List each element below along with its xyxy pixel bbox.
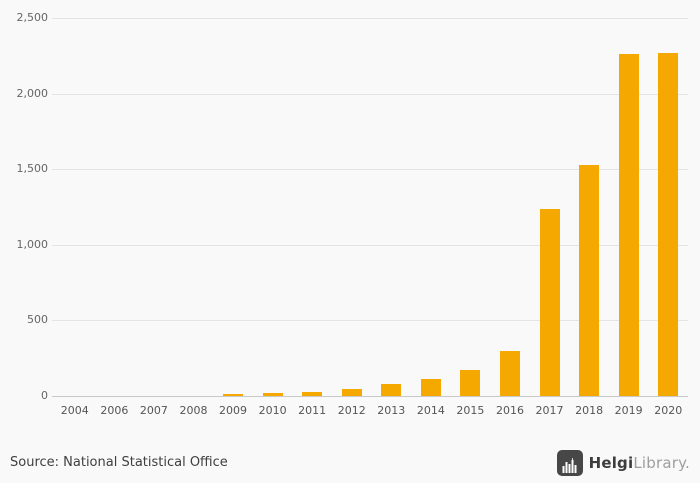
x-tick-label: 2012 xyxy=(337,404,366,417)
x-tick-label: 2013 xyxy=(377,404,406,417)
gridline xyxy=(52,320,688,322)
bar-2018 xyxy=(579,164,600,396)
x-tick-label: 2004 xyxy=(60,404,89,417)
bar-2010 xyxy=(262,393,283,396)
bar-2020 xyxy=(658,52,679,396)
logo-text-helgi: Helgi xyxy=(588,453,634,472)
bar-2012 xyxy=(341,389,362,396)
x-tick-label: 2007 xyxy=(139,404,168,417)
bar-2019 xyxy=(618,54,639,396)
chart-footer: Source: National Statistical Office Helg… xyxy=(0,442,700,483)
logo-text: HelgiLibrary. xyxy=(589,454,690,472)
x-tick-label: 2018 xyxy=(575,404,604,417)
y-tick-label: 2,500 xyxy=(16,11,49,24)
x-tick-label: 2014 xyxy=(416,404,445,417)
y-tick-label: 2,000 xyxy=(16,86,49,100)
bar-2014 xyxy=(420,379,441,396)
y-tick-label: 1,500 xyxy=(16,162,49,176)
logo-text-library: Library xyxy=(633,453,686,472)
bar-2013 xyxy=(381,383,402,396)
y-tick-label: 500 xyxy=(27,313,48,327)
gridline xyxy=(52,244,688,246)
bar-chart-logo-icon xyxy=(556,449,583,476)
helgi-library-logo[interactable]: HelgiLibrary. xyxy=(556,449,690,476)
bar-2016 xyxy=(499,351,520,396)
bar-chart: 0 500 1,000 1,500 2,000 2,500 2004 2006 2007 2008… xyxy=(16,11,688,417)
y-tick-label: 0 xyxy=(41,389,48,402)
x-tick-label: 2019 xyxy=(614,404,643,417)
x-tick-label: 2015 xyxy=(456,404,485,417)
logo-text-period: . xyxy=(685,453,690,472)
gridline xyxy=(52,169,688,171)
bar-2017 xyxy=(539,208,560,396)
gridline xyxy=(52,18,688,19)
x-tick-label: 2008 xyxy=(179,404,208,417)
x-axis-line xyxy=(52,396,688,397)
x-tick-label: 2009 xyxy=(219,404,248,417)
bar-2015 xyxy=(460,370,481,396)
gridline xyxy=(52,93,688,95)
x-tick-label: 2010 xyxy=(258,404,287,417)
source-text: Source: National Statistical Office xyxy=(10,455,228,470)
bar-2011 xyxy=(302,392,323,396)
x-tick-label: 2017 xyxy=(535,404,564,417)
x-tick-label: 2016 xyxy=(495,404,524,417)
x-tick-label: 2020 xyxy=(654,404,683,417)
y-tick-label: 1,000 xyxy=(16,237,49,251)
bar-2009 xyxy=(223,394,244,396)
x-tick-label: 2006 xyxy=(100,404,129,417)
x-tick-label: 2011 xyxy=(298,404,327,417)
